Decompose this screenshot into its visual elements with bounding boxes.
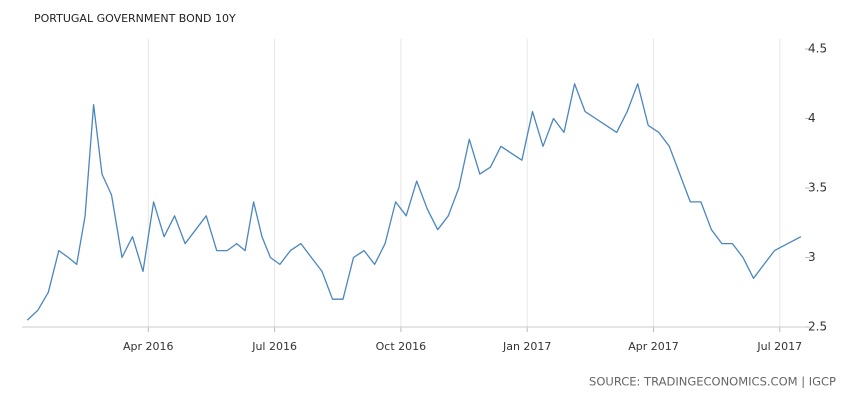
x-tick-label: Jan 2017 <box>502 340 551 353</box>
chart-title: PORTUGAL GOVERNMENT BOND 10Y <box>34 12 236 25</box>
y-tick-label: 4 <box>808 111 816 125</box>
y-tick-label: 3.5 <box>808 181 827 195</box>
x-tick-label: Oct 2016 <box>376 340 427 353</box>
series-line <box>26 83 802 321</box>
x-tick-label: Apr 2016 <box>123 340 174 353</box>
source: SOURCE: TRADINGECONOMICS.COM | IGCP <box>589 375 836 389</box>
x-tick-label: Apr 2017 <box>628 340 679 353</box>
y-tick-label: 3 <box>808 250 816 264</box>
x-tick-label: Jul 2016 <box>251 340 297 353</box>
y-tick-label: 2.5 <box>808 320 827 334</box>
y-tick-label: 4.5 <box>808 42 827 56</box>
x-tick-label: Jul 2017 <box>756 340 802 353</box>
